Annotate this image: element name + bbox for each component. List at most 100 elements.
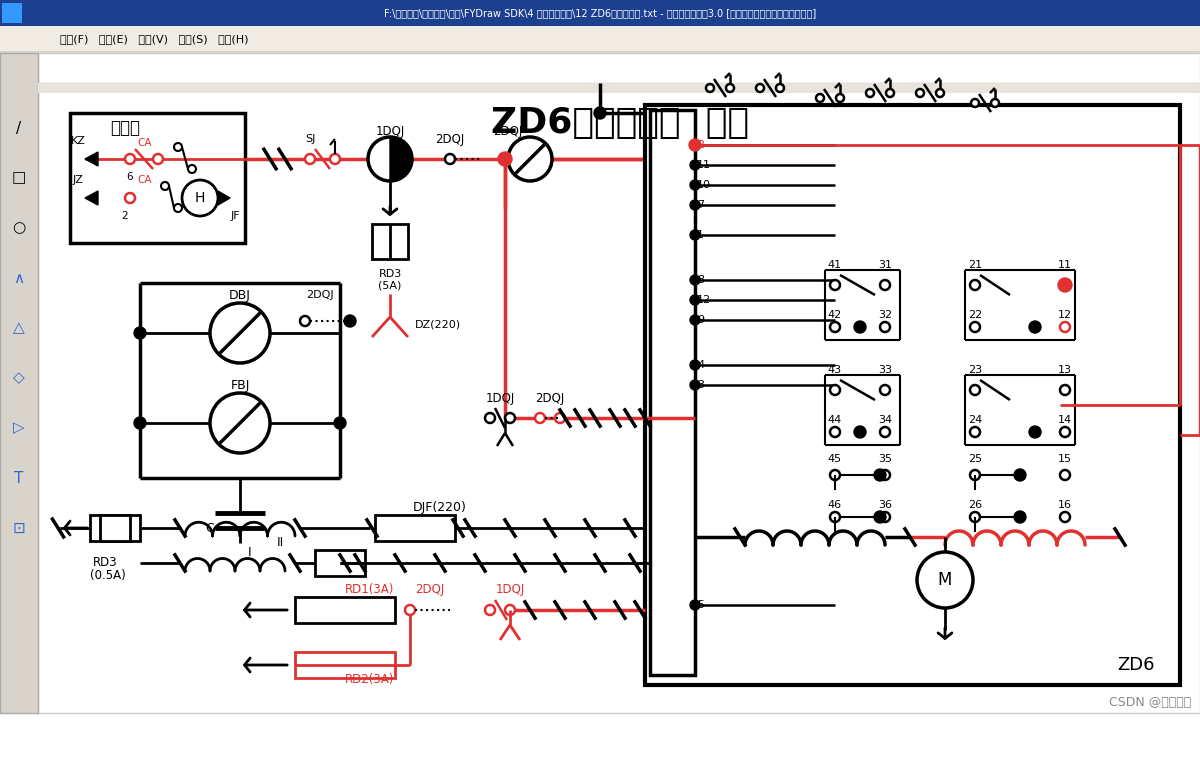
Bar — [372, 224, 408, 259]
Circle shape — [970, 470, 980, 480]
Circle shape — [706, 84, 714, 92]
Text: (0.5A): (0.5A) — [90, 570, 126, 583]
Text: JF: JF — [230, 211, 240, 221]
Circle shape — [445, 154, 455, 164]
Circle shape — [970, 512, 980, 522]
Text: 24: 24 — [968, 415, 982, 425]
Text: KZ: KZ — [71, 136, 85, 146]
Text: (5A): (5A) — [378, 280, 402, 290]
Bar — [646, 105, 1180, 685]
Circle shape — [690, 380, 700, 390]
Bar — [38, 83, 1200, 93]
Circle shape — [830, 385, 840, 395]
Circle shape — [330, 154, 340, 164]
Text: CA: CA — [138, 138, 152, 148]
Bar — [90, 515, 140, 541]
Circle shape — [830, 427, 840, 437]
Circle shape — [1014, 469, 1026, 481]
Bar — [70, 113, 245, 243]
Text: 32: 32 — [878, 310, 892, 320]
Circle shape — [880, 512, 890, 522]
Text: 22: 22 — [968, 310, 982, 320]
Circle shape — [334, 417, 346, 429]
Bar — [374, 515, 455, 541]
Bar — [0, 53, 38, 713]
Text: △: △ — [13, 321, 25, 335]
Text: ◇: ◇ — [13, 370, 25, 386]
Circle shape — [300, 316, 310, 326]
Text: 2: 2 — [121, 211, 128, 221]
Circle shape — [368, 137, 412, 181]
Circle shape — [174, 204, 182, 212]
Circle shape — [880, 322, 890, 332]
Text: RD2(3A): RD2(3A) — [346, 673, 395, 686]
Text: 3: 3 — [697, 380, 704, 390]
Circle shape — [830, 512, 840, 522]
Text: 控制台: 控制台 — [110, 119, 140, 137]
Text: 31: 31 — [878, 260, 892, 270]
Circle shape — [854, 321, 866, 333]
Circle shape — [690, 275, 700, 285]
Circle shape — [836, 94, 844, 102]
Circle shape — [594, 107, 606, 119]
Text: RD3: RD3 — [92, 557, 118, 570]
Text: 12: 12 — [697, 295, 712, 305]
Circle shape — [134, 417, 146, 429]
Text: □: □ — [12, 171, 26, 186]
Polygon shape — [85, 152, 98, 166]
Circle shape — [498, 152, 512, 166]
Text: 1DQJ: 1DQJ — [376, 124, 404, 138]
Text: CSDN @工控绘图: CSDN @工控绘图 — [1109, 696, 1192, 710]
Text: DZ(220): DZ(220) — [415, 319, 461, 329]
Text: 2DQJ: 2DQJ — [415, 584, 445, 597]
Circle shape — [154, 154, 163, 164]
Text: ○: ○ — [12, 220, 25, 236]
Text: ZD6道岔电路图  定位: ZD6道岔电路图 定位 — [491, 106, 749, 140]
Text: 45: 45 — [828, 454, 842, 464]
Text: RD1(3A): RD1(3A) — [346, 584, 395, 597]
Circle shape — [125, 193, 136, 203]
Text: II: II — [276, 536, 283, 550]
Circle shape — [161, 182, 169, 190]
Circle shape — [305, 154, 314, 164]
Text: RD3: RD3 — [378, 269, 402, 279]
Text: 12: 12 — [1058, 310, 1072, 320]
Text: 9: 9 — [697, 315, 704, 325]
Text: 5: 5 — [697, 600, 704, 610]
Circle shape — [866, 89, 874, 97]
Polygon shape — [85, 191, 98, 205]
Circle shape — [1060, 512, 1070, 522]
Circle shape — [970, 322, 980, 332]
Bar — [0, 51, 1200, 83]
Text: 15: 15 — [1058, 454, 1072, 464]
Circle shape — [756, 84, 764, 92]
Circle shape — [874, 511, 886, 523]
Text: 21: 21 — [968, 260, 982, 270]
Text: 1: 1 — [697, 230, 704, 240]
Circle shape — [690, 230, 700, 240]
Bar — [650, 110, 695, 675]
Circle shape — [854, 426, 866, 438]
Circle shape — [690, 360, 700, 370]
Text: 33: 33 — [878, 365, 892, 375]
Text: ⊡: ⊡ — [13, 520, 25, 536]
Circle shape — [1060, 427, 1070, 437]
Text: 文件(F)   编辑(E)   视图(V)   设置(S)   帮助(H): 文件(F) 编辑(E) 视图(V) 设置(S) 帮助(H) — [60, 34, 248, 44]
Circle shape — [182, 180, 218, 216]
Text: 7: 7 — [697, 200, 704, 210]
Circle shape — [690, 180, 700, 190]
Text: 2DQJ: 2DQJ — [306, 290, 334, 300]
Text: C: C — [205, 522, 215, 534]
Circle shape — [210, 303, 270, 363]
Circle shape — [210, 393, 270, 453]
Text: 1DQJ: 1DQJ — [485, 391, 515, 404]
Text: JZ: JZ — [72, 175, 84, 185]
Circle shape — [505, 605, 515, 615]
Circle shape — [1028, 426, 1040, 438]
Text: 2DQJ: 2DQJ — [535, 391, 565, 404]
Circle shape — [1060, 322, 1070, 332]
Bar — [295, 652, 395, 678]
Text: I: I — [248, 547, 252, 560]
Circle shape — [690, 315, 700, 325]
Circle shape — [1058, 278, 1072, 292]
